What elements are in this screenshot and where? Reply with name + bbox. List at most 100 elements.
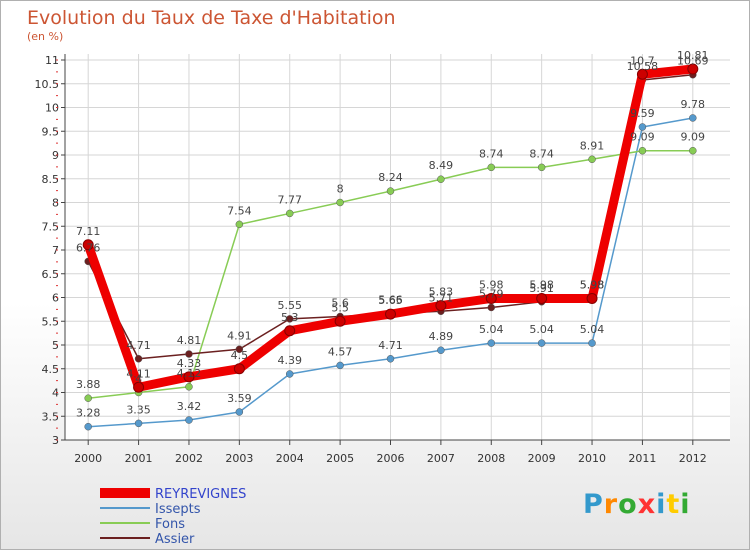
- data-point: [284, 325, 296, 337]
- y-tick-label: 7.5: [42, 220, 60, 233]
- y-tick-label: 4: [52, 387, 59, 400]
- data-label: 5.79: [479, 287, 504, 300]
- legend-label: Issepts: [155, 502, 201, 517]
- y-tick-label: 3.5: [42, 410, 60, 423]
- data-point: [235, 408, 244, 416]
- data-point: [689, 114, 697, 122]
- logo-letter: i: [680, 489, 691, 520]
- y-tick-label: 5.5: [42, 315, 60, 328]
- data-label: 8: [337, 183, 344, 196]
- data-label: 7.11: [76, 225, 101, 238]
- data-point: [435, 300, 447, 312]
- data-point: [84, 422, 92, 431]
- data-label: 3.59: [227, 392, 252, 405]
- y-tick-label: 8.5: [42, 173, 60, 186]
- x-tick-label: 2005: [326, 452, 354, 465]
- data-point: [487, 303, 496, 312]
- data-label: 5.98: [580, 278, 605, 291]
- data-label: 3.42: [177, 400, 202, 413]
- data-label: 5.3: [281, 311, 299, 324]
- data-label: 5.98: [580, 278, 605, 291]
- chart-series: [82, 63, 699, 431]
- data-labels: 7.114.114.334.55.35.55.655.835.98 5.98 5.9…: [76, 49, 709, 420]
- data-label: 9.59: [630, 107, 655, 120]
- logo-letter: o: [618, 489, 638, 520]
- x-tick-label: 2004: [276, 452, 304, 465]
- data-label: 10.81: [677, 49, 709, 62]
- data-label: 5.55: [277, 299, 302, 312]
- legend-label: Assier: [155, 532, 195, 547]
- data-label: 7.54: [227, 204, 252, 217]
- x-tick-label: 2002: [175, 452, 203, 465]
- data-label: 4.11: [126, 367, 151, 380]
- chart-subtitle: (en %): [27, 30, 64, 43]
- data-point: [134, 419, 143, 428]
- data-point: [82, 239, 94, 251]
- logo-letter: x: [637, 489, 657, 520]
- x-tick-label: 2000: [74, 452, 102, 465]
- chart-axes: 3 3.5 4 4.5 5 5.5 6 6.5 7 7.5 8 8.5 9 9.5 10 10.5 11 2000…: [35, 54, 730, 465]
- data-label: 9.78: [681, 98, 706, 111]
- data-label: 3.35: [126, 403, 151, 416]
- y-tick-label: 11: [45, 54, 59, 67]
- data-point: [588, 155, 596, 164]
- data-label: 4.71: [126, 339, 151, 352]
- y-tick-label: 7: [52, 244, 59, 257]
- data-label: 5.83: [429, 286, 454, 299]
- data-label: 4.33: [177, 357, 202, 370]
- data-label: 9.09: [681, 131, 706, 144]
- data-point: [336, 198, 344, 207]
- data-point: [537, 339, 546, 347]
- data-point: [588, 339, 596, 347]
- data-label: 5.98: [479, 278, 504, 291]
- data-point: [385, 308, 396, 320]
- data-label: 4.81: [177, 334, 202, 347]
- data-point: [235, 345, 244, 354]
- data-label: 5.71: [429, 291, 454, 304]
- data-label: 5.04: [580, 323, 605, 336]
- data-label: 5.98: [529, 278, 554, 291]
- data-point: [233, 363, 245, 375]
- data-label: 4: [135, 373, 142, 386]
- x-tick-label: 2009: [528, 452, 556, 465]
- proxiti-logo: Proxiti: [583, 489, 691, 520]
- data-point: [537, 163, 546, 172]
- data-point: [536, 292, 548, 304]
- data-label: 4.12: [177, 367, 202, 380]
- data-label: 8.24: [378, 171, 403, 184]
- data-point: [386, 187, 395, 195]
- data-label: 8.49: [429, 159, 454, 172]
- data-label: 3.28: [76, 407, 101, 420]
- data-label: 3.88: [76, 378, 101, 391]
- data-point: [638, 123, 647, 131]
- data-point: [437, 175, 445, 183]
- legend-label: Fons: [155, 517, 185, 532]
- data-label: 10.7: [630, 54, 655, 67]
- data-label: 5.66: [378, 294, 403, 307]
- data-label: 5.5: [331, 301, 349, 314]
- data-point: [386, 355, 395, 363]
- data-point: [485, 292, 497, 304]
- x-tick-label: 2008: [477, 452, 505, 465]
- data-label: 5.04: [479, 323, 504, 336]
- data-point: [185, 416, 193, 424]
- data-point: [134, 355, 143, 363]
- y-tick-label: 8: [52, 197, 59, 210]
- x-tick-label: 2010: [578, 452, 606, 465]
- data-point: [487, 339, 496, 347]
- data-label: 10.69: [677, 55, 709, 68]
- data-label: 5.04: [529, 323, 554, 336]
- data-label: 4.57: [328, 345, 353, 358]
- data-label: 8.91: [580, 139, 605, 152]
- data-point: [586, 292, 598, 304]
- data-label: 4.89: [429, 330, 454, 343]
- data-point: [334, 315, 346, 327]
- data-point: [84, 394, 92, 402]
- data-point: [437, 346, 445, 354]
- data-point: [285, 315, 294, 323]
- data-point: [285, 209, 294, 218]
- data-point: [185, 350, 193, 358]
- chart-title: Evolution du Taux de Taxe d'Habitation: [27, 7, 396, 29]
